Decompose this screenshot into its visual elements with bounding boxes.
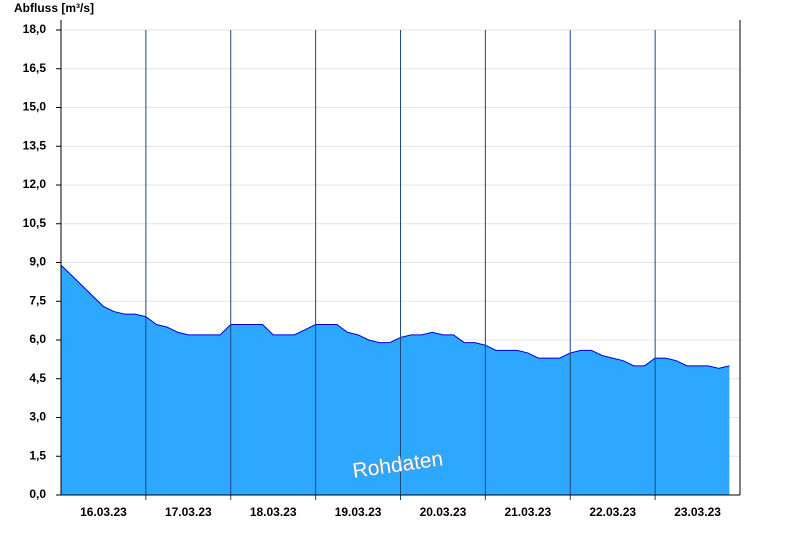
x-tick-label: 21.03.23 xyxy=(504,505,551,519)
y-tick-label: 10,5 xyxy=(23,216,47,230)
y-tick-label: 16,5 xyxy=(23,61,47,75)
x-tick-label: 20.03.23 xyxy=(420,505,467,519)
y-tick-label: 12,0 xyxy=(23,177,47,191)
x-tick-label: 18.03.23 xyxy=(250,505,297,519)
x-tick-label: 19.03.23 xyxy=(335,505,382,519)
y-tick-label: 0,0 xyxy=(29,487,46,501)
y-tick-label: 1,5 xyxy=(29,448,46,462)
line xyxy=(60,264,730,369)
y-tick-label: 3,0 xyxy=(29,410,46,424)
x-tick-label: 17.03.23 xyxy=(165,505,212,519)
y-tick-label: 18,0 xyxy=(23,22,47,36)
chart-title: Abfluss [m³/s] xyxy=(14,1,94,15)
y-tick-label: 7,5 xyxy=(29,293,46,307)
area xyxy=(61,265,730,495)
y-tick-label: 6,0 xyxy=(29,332,46,346)
x-tick-label: 23.03.23 xyxy=(674,505,721,519)
y-tick-label: 13,5 xyxy=(23,138,47,152)
y-tick-label: 15,0 xyxy=(23,100,47,114)
x-tick-label: 16.03.23 xyxy=(80,505,127,519)
y-tick-label: 4,5 xyxy=(29,371,46,385)
y-tick-label: 9,0 xyxy=(29,255,46,269)
x-tick-label: 22.03.23 xyxy=(589,505,636,519)
